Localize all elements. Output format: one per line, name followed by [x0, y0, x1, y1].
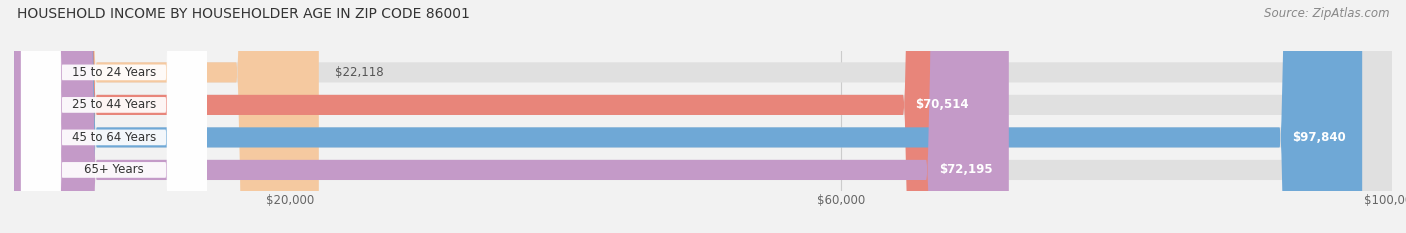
FancyBboxPatch shape [14, 0, 1362, 233]
FancyBboxPatch shape [14, 0, 319, 233]
Text: HOUSEHOLD INCOME BY HOUSEHOLDER AGE IN ZIP CODE 86001: HOUSEHOLD INCOME BY HOUSEHOLDER AGE IN Z… [17, 7, 470, 21]
FancyBboxPatch shape [14, 0, 986, 233]
Text: 65+ Years: 65+ Years [84, 163, 143, 176]
FancyBboxPatch shape [14, 0, 1392, 233]
FancyBboxPatch shape [21, 0, 207, 233]
FancyBboxPatch shape [14, 0, 1010, 233]
Text: 45 to 64 Years: 45 to 64 Years [72, 131, 156, 144]
Text: $70,514: $70,514 [915, 98, 969, 111]
FancyBboxPatch shape [14, 0, 1392, 233]
Text: 25 to 44 Years: 25 to 44 Years [72, 98, 156, 111]
Text: $22,118: $22,118 [336, 66, 384, 79]
FancyBboxPatch shape [14, 0, 1392, 233]
Text: 15 to 24 Years: 15 to 24 Years [72, 66, 156, 79]
FancyBboxPatch shape [21, 0, 207, 233]
FancyBboxPatch shape [14, 0, 1392, 233]
Text: $97,840: $97,840 [1292, 131, 1346, 144]
Text: Source: ZipAtlas.com: Source: ZipAtlas.com [1264, 7, 1389, 20]
FancyBboxPatch shape [21, 0, 207, 233]
Text: $72,195: $72,195 [939, 163, 993, 176]
FancyBboxPatch shape [21, 0, 207, 233]
